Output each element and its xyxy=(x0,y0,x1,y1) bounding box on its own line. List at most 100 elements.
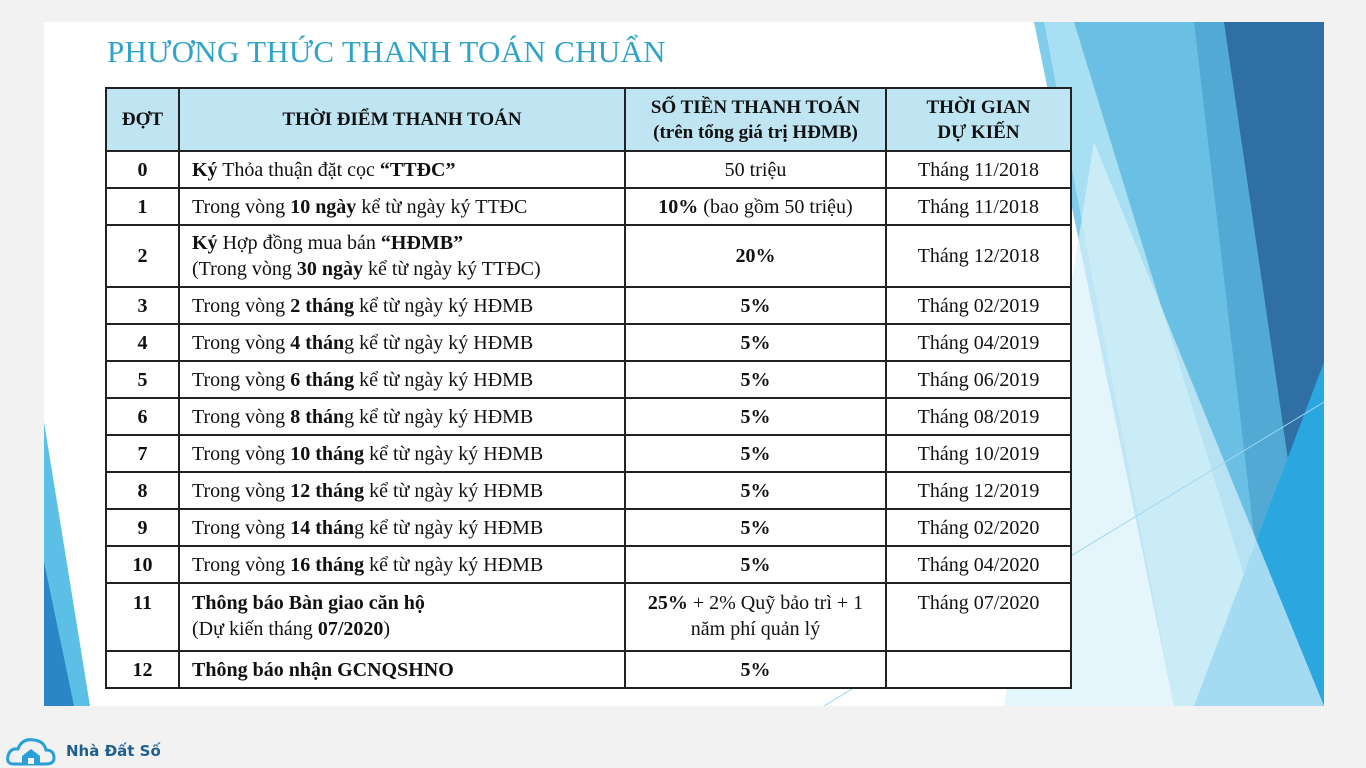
bold-text: 5% xyxy=(740,331,771,354)
text: Tháng 02/2020 xyxy=(917,516,1040,539)
text: Trong vòng xyxy=(192,516,291,539)
text: kể từ ngày ký HĐMB xyxy=(354,294,534,317)
bold-text: Ký xyxy=(192,232,218,254)
text: Tháng 08/2019 xyxy=(917,405,1040,428)
table-cell: Tháng 04/2019 xyxy=(885,323,1072,362)
payment-table: ĐỢT THỜI ĐIỂM THANH TOÁN SỐ TIỀN THANH TOÁ… xyxy=(105,87,1072,689)
table-cell: 5% xyxy=(624,286,887,325)
text: kể từ ngày ký HĐMB xyxy=(364,442,544,465)
text: + 2% Quỹ bảo trì + 1 xyxy=(687,592,864,614)
bold-text: 25% xyxy=(647,592,688,614)
table-cell: 12 xyxy=(105,650,180,689)
bold-text: 8 thán xyxy=(290,405,345,428)
title: PHƯƠNG THỨC THANH TOÁN CHUẨN xyxy=(107,34,666,69)
text: Trong vòng xyxy=(192,405,291,428)
table-row: 5 Trong vòng 6 tháng kể từ ngày ký HĐMB 5%… xyxy=(105,360,1072,399)
table-cell: Tháng 12/2018 xyxy=(885,224,1072,288)
table-cell: 5% xyxy=(624,323,887,362)
table-cell: 5% xyxy=(624,397,887,436)
text: Tháng 04/2019 xyxy=(917,331,1040,354)
text: (trên tổng giá trị HĐMB) xyxy=(653,121,858,143)
table-cell: 10% (bao gồm 50 triệu) xyxy=(624,187,887,226)
text: Tháng 11/2018 xyxy=(918,158,1039,181)
table-cell: 8 xyxy=(105,471,180,510)
table-cell: 3 xyxy=(105,286,180,325)
table-cell: Tháng 02/2019 xyxy=(885,286,1072,325)
text: kể từ ngày ký HĐMB xyxy=(354,368,534,391)
table-cell: 0 xyxy=(105,150,180,189)
table-cell: 9 xyxy=(105,508,180,547)
bold-text: 5% xyxy=(740,405,771,428)
table-row: 0 Ký Thỏa thuận đặt cọc “TTĐC” 50 triệu Thá… xyxy=(105,150,1072,189)
column-header: SỐ TIỀN THANH TOÁN (trên tổng giá trị HĐM… xyxy=(624,87,887,152)
bold-text: 5% xyxy=(740,553,771,576)
table-cell: Tháng 07/2020 xyxy=(885,582,1072,652)
bold-text: 5% xyxy=(740,479,771,502)
table-cell: Trong vòng 10 ngày kể từ ngày ký TTĐC xyxy=(178,187,626,226)
logo-text: Nhà Đất Số xyxy=(66,742,161,760)
table-row: 12 Thông báo nhận GCNQSHNO 5% xyxy=(105,650,1072,689)
table-row: 8 Trong vòng 12 tháng kể từ ngày ký HĐMB 5… xyxy=(105,471,1072,510)
table-cell: Trong vòng 8 tháng kể từ ngày ký HĐMB xyxy=(178,397,626,436)
bold-text: 9 xyxy=(137,516,148,539)
text: Trong vòng xyxy=(192,195,291,218)
text: kể từ ngày ký TTĐC xyxy=(356,195,528,218)
table-cell: 5% xyxy=(624,545,887,584)
text: THỜI GIAN xyxy=(926,96,1031,118)
table-cell: Tháng 11/2018 xyxy=(885,187,1072,226)
bold-text: 11 xyxy=(133,592,152,614)
table-cell: Thông báo Bàn giao căn hộ (Dự kiến tháng … xyxy=(178,582,626,652)
text: Trong vòng xyxy=(192,553,291,576)
table-cell: 1 xyxy=(105,187,180,226)
text: THỜI ĐIỂM THANH TOÁN xyxy=(282,109,522,130)
table-cell: Trong vòng 10 tháng kể từ ngày ký HĐMB xyxy=(178,434,626,473)
table-row: 6 Trong vòng 8 tháng kể từ ngày ký HĐMB 5%… xyxy=(105,397,1072,436)
text: kể từ ngày ký HĐMB xyxy=(364,479,544,502)
text: (Trong vòng xyxy=(192,258,297,280)
text: Tháng 11/2018 xyxy=(918,195,1039,218)
table-cell: 5% xyxy=(624,434,887,473)
table-cell: 5% xyxy=(624,650,887,689)
bold-text: 1 xyxy=(137,195,148,218)
text: Tháng 10/2019 xyxy=(917,442,1040,465)
text: Trong vòng xyxy=(192,294,291,317)
bold-text: 5% xyxy=(740,442,771,465)
text: SỐ TIỀN THANH TOÁN xyxy=(650,96,861,118)
table-row: 4 Trong vòng 4 tháng kể từ ngày ký HĐMB 5%… xyxy=(105,323,1072,362)
table-cell xyxy=(885,650,1072,689)
table-cell: Tháng 08/2019 xyxy=(885,397,1072,436)
text: Tháng 06/2019 xyxy=(917,368,1040,391)
table-cell: 7 xyxy=(105,434,180,473)
table-row: 10 Trong vòng 16 tháng kể từ ngày ký HĐMB… xyxy=(105,545,1072,584)
bold-text: 12 tháng xyxy=(290,479,365,502)
table-cell: 5% xyxy=(624,508,887,547)
text: (bao gồm 50 triệu) xyxy=(698,195,853,218)
background-decoration xyxy=(44,22,1324,706)
table-row: 9 Trong vòng 14 tháng kể từ ngày ký HĐMB 5… xyxy=(105,508,1072,547)
table-row: 11 Thông báo Bàn giao căn hộ (Dự kiến thán… xyxy=(105,582,1072,652)
bold-text: 2 tháng xyxy=(290,294,355,317)
column-header: ĐỢT xyxy=(105,87,180,152)
table-row: 1 Trong vòng 10 ngày kể từ ngày ký TTĐC 10… xyxy=(105,187,1072,226)
bold-text: 6 tháng xyxy=(290,368,355,391)
text: Hợp đồng mua bán xyxy=(217,232,381,254)
table-cell: Tháng 02/2020 xyxy=(885,508,1072,547)
table-cell: Trong vòng 2 tháng kể từ ngày ký HĐMB xyxy=(178,286,626,325)
text: Tháng 02/2019 xyxy=(917,294,1040,317)
table-cell: 4 xyxy=(105,323,180,362)
slide: PHƯƠNG THỨC THANH TOÁN CHUẨN ĐỢT THỜI ĐIỂ… xyxy=(44,22,1324,706)
text: Trong vòng xyxy=(192,442,291,465)
text: Tháng 12/2018 xyxy=(917,245,1040,267)
deco-shape xyxy=(44,562,74,706)
bold-text: 5 xyxy=(137,368,148,391)
text: Trong vòng xyxy=(192,331,291,354)
text: Tháng 12/2019 xyxy=(917,479,1040,502)
text: Trong vòng xyxy=(192,368,291,391)
bold-text: “HĐMB” xyxy=(380,232,464,254)
text: g kể từ ngày ký HĐMB xyxy=(344,405,534,428)
bold-text: 10% xyxy=(658,195,699,218)
text: năm phí quản lý xyxy=(690,618,821,640)
table-cell: Tháng 12/2019 xyxy=(885,471,1072,510)
bold-text: 07/2020 xyxy=(317,618,384,640)
table-cell: 10 xyxy=(105,545,180,584)
